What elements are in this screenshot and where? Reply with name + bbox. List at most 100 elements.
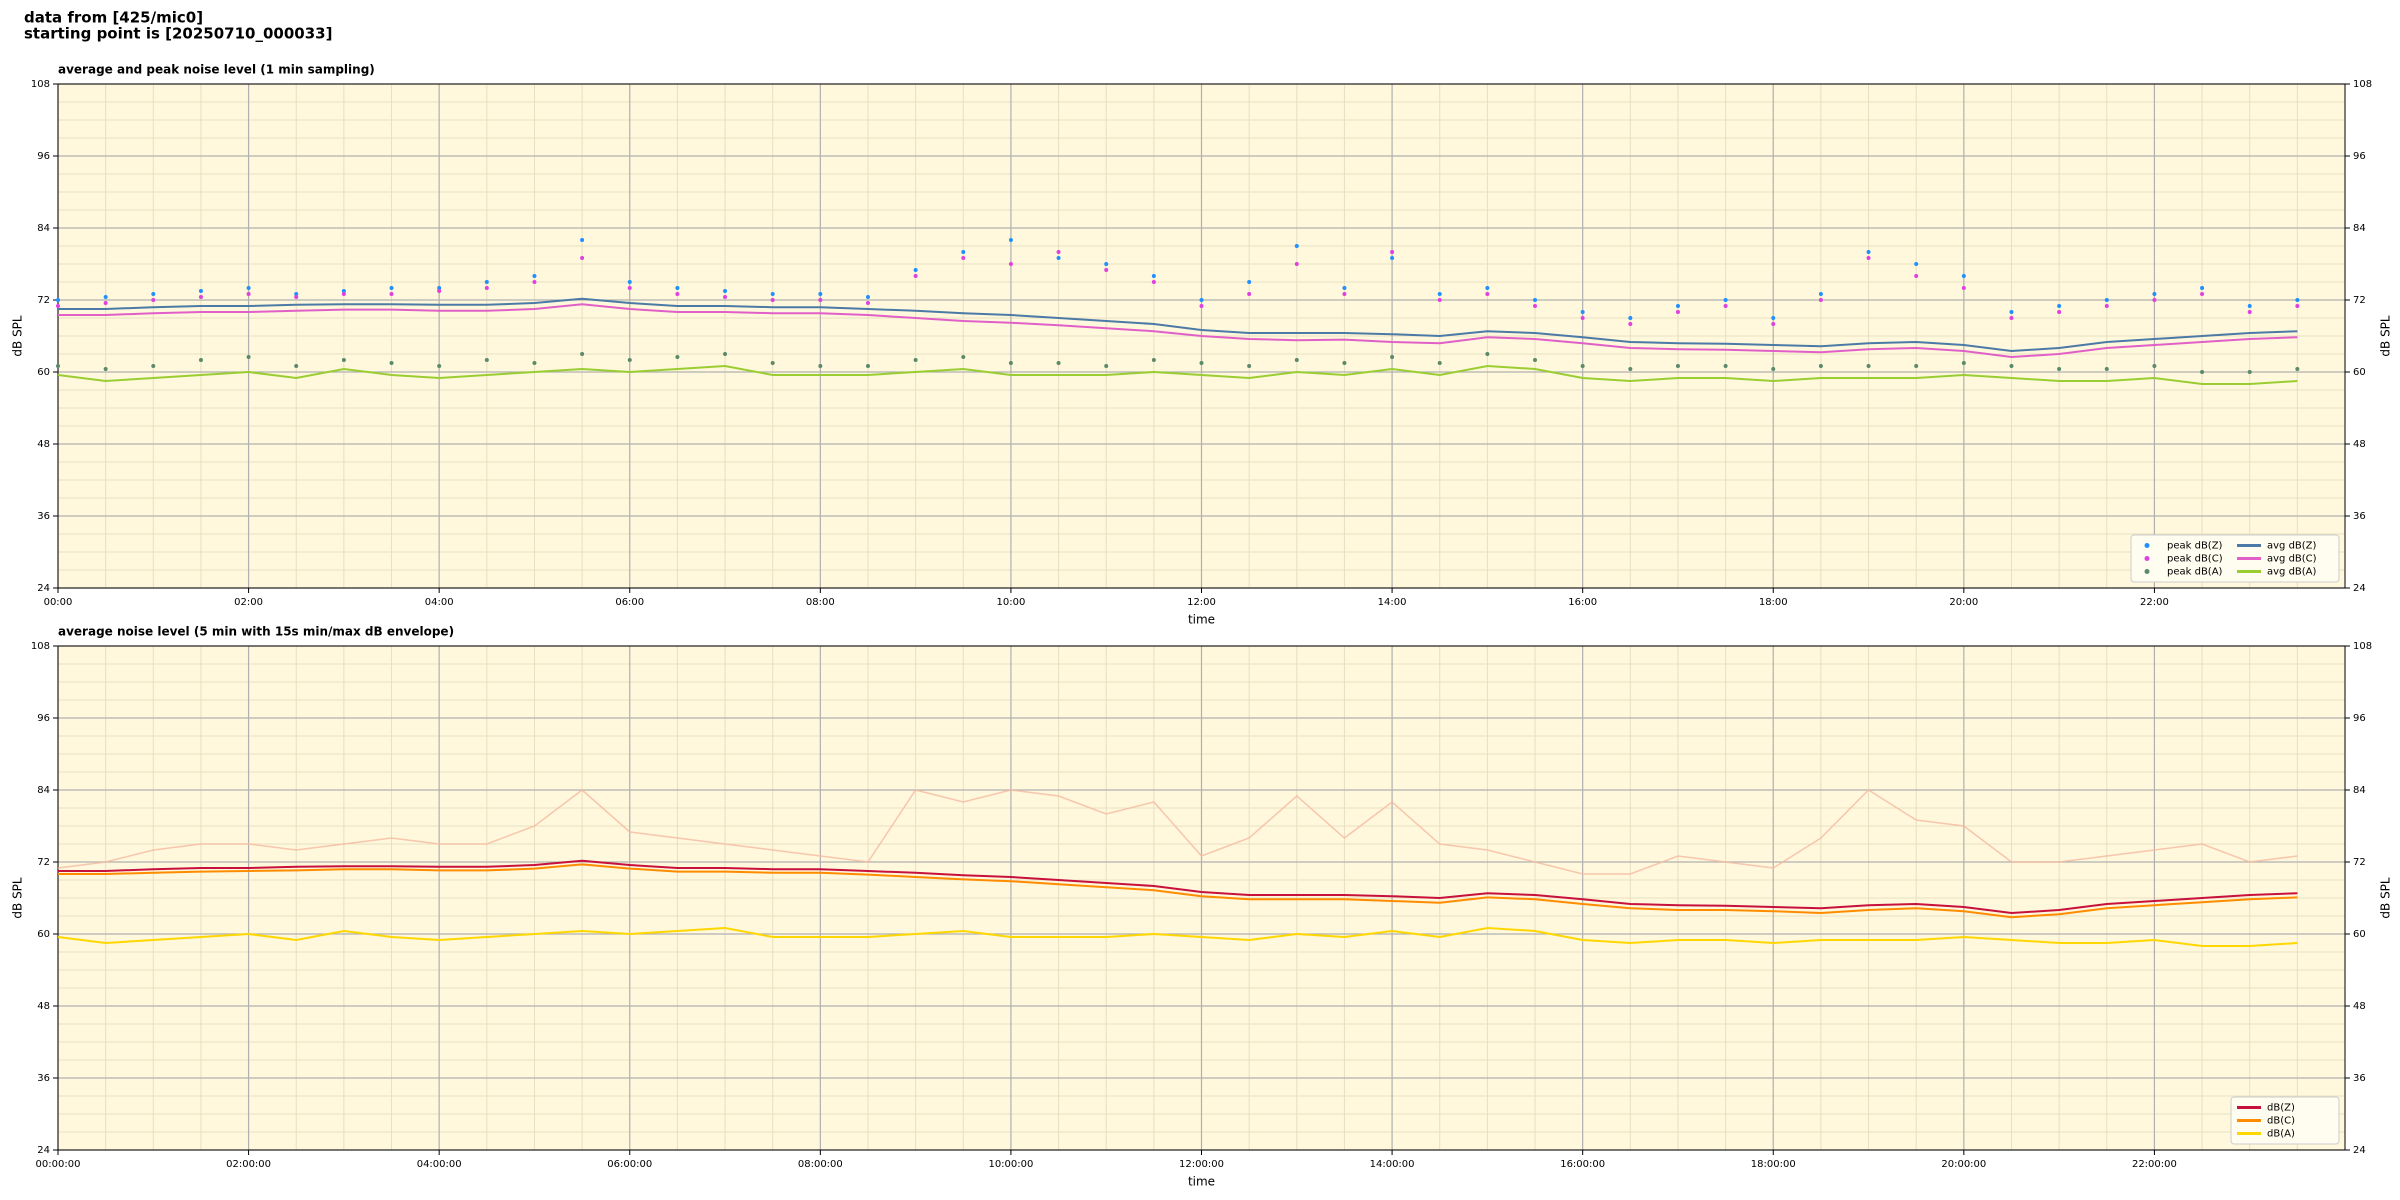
peak-point (723, 352, 728, 356)
y-tick-label: 84 (37, 223, 50, 234)
y-tick-label: 24 (37, 583, 50, 594)
peak-point (1199, 298, 1204, 302)
x-tick-label: 18:00 (1759, 597, 1788, 608)
legend-label: peak dB(A) (2167, 567, 2223, 578)
peak-point (1437, 292, 1442, 296)
y-tick-label: 60 (37, 929, 50, 940)
peak-point (103, 295, 108, 299)
y2-tick-label: 84 (2353, 785, 2366, 796)
y2-tick-label: 72 (2353, 295, 2366, 306)
peak-point (2104, 367, 2109, 371)
peak-point (580, 352, 585, 356)
x-tick-label: 16:00 (1568, 597, 1597, 608)
peak-point (580, 256, 585, 260)
peak-point (246, 355, 251, 359)
peak-point (1628, 322, 1633, 326)
peak-point (580, 238, 585, 242)
peak-point (1914, 262, 1919, 266)
peak-point (1866, 250, 1871, 254)
peak-point (818, 364, 823, 368)
peak-point (389, 292, 394, 296)
peak-point (723, 295, 728, 299)
y-tick-label: 36 (37, 511, 50, 522)
x-tick-label: 10:00:00 (988, 1159, 1033, 1170)
peak-point (2247, 304, 2252, 308)
peak-point (818, 292, 823, 296)
x-tick-label: 02:00:00 (226, 1159, 271, 1170)
peak-point (103, 367, 108, 371)
peak-point (1104, 262, 1109, 266)
peak-point (1961, 361, 1966, 365)
x-tick-label: 06:00 (615, 597, 644, 608)
x-tick-label: 16:00:00 (1560, 1159, 1605, 1170)
peak-point (1247, 280, 1252, 284)
peak-point (2104, 298, 2109, 302)
y2-tick-label: 24 (2353, 583, 2366, 594)
peak-point (1675, 364, 1680, 368)
peak-point (818, 298, 823, 302)
peak-point (961, 250, 966, 254)
peak-point (2009, 316, 2014, 320)
peak-point (2057, 367, 2062, 371)
x-tick-label: 20:00:00 (1941, 1159, 1986, 1170)
y2-tick-label: 108 (2353, 641, 2372, 652)
x-tick-label: 14:00 (1378, 597, 1407, 608)
y-tick-label: 96 (37, 151, 50, 162)
peak-point (1104, 268, 1109, 272)
peak-point (675, 355, 680, 359)
y2-tick-label: 48 (2353, 1001, 2366, 1012)
peak-point (1104, 364, 1109, 368)
y-tick-label: 96 (37, 713, 50, 724)
x-tick-label: 22:00:00 (2132, 1159, 2177, 1170)
peak-point (1056, 256, 1061, 260)
peak-point (2200, 292, 2205, 296)
legend-label: peak dB(C) (2167, 554, 2223, 565)
y2-tick-label: 24 (2353, 1145, 2366, 1156)
y-tick-label: 60 (37, 367, 50, 378)
peak-point (770, 298, 775, 302)
peak-point (1247, 364, 1252, 368)
y2-tick-label: 36 (2353, 1073, 2366, 1084)
peak-point (2152, 364, 2157, 368)
x-tick-label: 14:00:00 (1370, 1159, 1415, 1170)
series-line (58, 859, 2298, 915)
y-axis-label: dB SPL (11, 315, 25, 357)
x-tick-label: 08:00 (806, 597, 835, 608)
y-tick-label: 84 (37, 785, 50, 796)
x-tick-label: 12:00:00 (1179, 1159, 1224, 1170)
y2-tick-label: 84 (2353, 223, 2366, 234)
series-line (58, 863, 2298, 919)
peak-point (56, 298, 60, 302)
peak-point (1723, 298, 1728, 302)
peak-point (1485, 352, 1490, 356)
y2-axis-label: dB SPL (2379, 315, 2393, 357)
peak-point (532, 280, 537, 284)
peak-point (961, 355, 966, 359)
peak-point (2200, 286, 2205, 290)
peak-point (1771, 322, 1776, 326)
peak-point (1866, 364, 1871, 368)
y2-tick-label: 36 (2353, 511, 2366, 522)
peak-point (627, 358, 632, 362)
peak-point (389, 361, 394, 365)
peak-point (961, 256, 966, 260)
peak-point (1818, 364, 1823, 368)
peak-point (2057, 304, 2062, 308)
peak-point (675, 286, 680, 290)
peak-point (1580, 364, 1585, 368)
peak-point (246, 286, 251, 290)
x-tick-label: 00:00:00 (36, 1159, 81, 1170)
peak-point (1961, 274, 1966, 278)
plot-frame (57, 645, 2346, 1151)
peak-point (341, 358, 346, 362)
peak-point (2152, 298, 2157, 302)
peak-point (2009, 310, 2014, 314)
y2-tick-label: 96 (2353, 151, 2366, 162)
peak-point (913, 358, 918, 362)
peak-point (532, 274, 537, 278)
series-line (57, 926, 2298, 947)
peak-point (389, 286, 394, 290)
peak-point (1437, 298, 1442, 302)
header-line: data from [425/mic0] (24, 9, 203, 27)
peak-point (1485, 292, 1490, 296)
